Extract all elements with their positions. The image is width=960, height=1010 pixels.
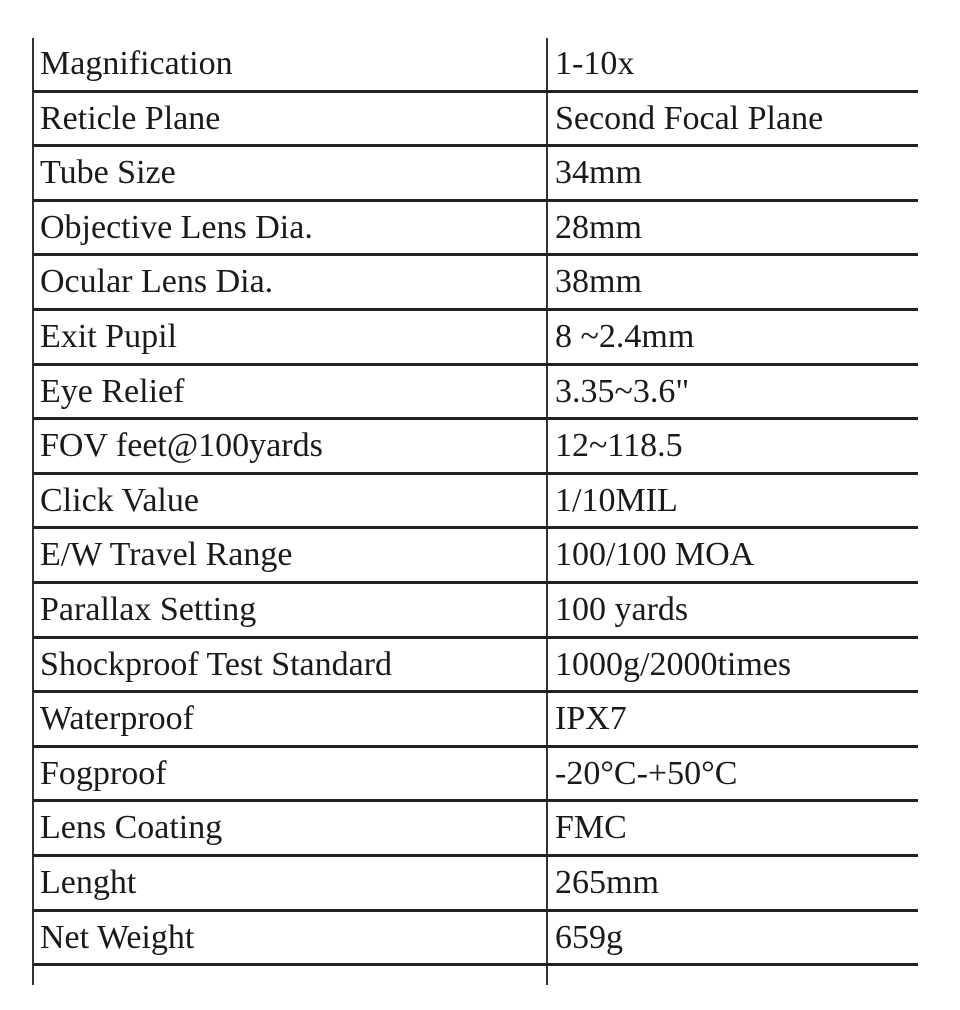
column-divider	[546, 38, 548, 985]
table-row: Click Value 1/10MIL	[33, 475, 918, 530]
spec-name: Ocular Lens Dia.	[40, 263, 274, 301]
table-row: Waterproof IPX7	[33, 693, 918, 748]
spec-value: 1/10MIL	[555, 481, 678, 519]
table-row: Ocular Lens Dia. 38mm	[33, 256, 918, 311]
spec-name: Parallax Setting	[40, 591, 257, 628]
spec-value: 100 yards	[555, 591, 689, 628]
spec-name: Fogproof	[40, 754, 167, 792]
spec-value: 100/100 MOA	[555, 536, 755, 574]
table-row: Net Weight 659g	[33, 912, 918, 967]
table-row: Exit Pupil 8 ~2.4mm	[33, 311, 918, 366]
spec-value: Second Focal Plane	[555, 99, 824, 137]
spec-name: Lenght	[40, 864, 137, 901]
table-row: E/W Travel Range 100/100 MOA	[33, 529, 918, 584]
spec-name: Objective Lens Dia.	[40, 208, 313, 246]
table-row: Reticle Plane Second Focal Plane	[33, 93, 918, 148]
spec-name: Tube Size	[40, 154, 176, 192]
spec-value: 34mm	[555, 154, 642, 192]
spec-value: 12~118.5	[555, 427, 683, 465]
spec-name: Reticle Plane	[40, 99, 221, 137]
table-border	[32, 38, 34, 985]
spec-value: 38mm	[555, 263, 642, 301]
spec-value: 659g	[555, 918, 623, 956]
spec-name: Shockproof Test Standard	[40, 645, 393, 683]
table-row: Fogproof -20°C-+50°C	[33, 748, 918, 803]
spec-name: Exit Pupil	[40, 318, 177, 355]
spec-name: Waterproof	[40, 700, 194, 738]
table-row: Magnification 1-10x	[33, 38, 918, 93]
spec-name: Magnification	[40, 45, 233, 82]
spec-name: Net Weight	[40, 918, 195, 956]
spec-value: 265mm	[555, 864, 659, 901]
table-row: Shockproof Test Standard 1000g/2000times	[33, 639, 918, 694]
table-row: Tube Size 34mm	[33, 147, 918, 202]
spec-value: 1-10x	[555, 45, 635, 82]
spec-value: 8 ~2.4mm	[555, 318, 695, 355]
spec-value: 28mm	[555, 208, 642, 246]
spec-name: Lens Coating	[40, 809, 223, 847]
spec-value: 3.35~3.6"	[555, 372, 690, 410]
spec-name: Eye Relief	[40, 372, 185, 410]
spec-value: FMC	[555, 809, 627, 847]
spec-name: FOV feet@100yards	[40, 427, 323, 465]
spec-name: Click Value	[40, 481, 199, 519]
table-row: FOV feet@100yards 12~118.5	[33, 420, 918, 475]
table-row: Parallax Setting 100 yards	[33, 584, 918, 639]
spec-value: -20°C-+50°C	[555, 754, 738, 792]
spec-value: 1000g/2000times	[555, 645, 792, 683]
spec-name: E/W Travel Range	[40, 536, 293, 574]
table-row: Eye Relief 3.35~3.6"	[33, 366, 918, 421]
table-row: Lens Coating FMC	[33, 802, 918, 857]
table-row: Lenght 265mm	[33, 857, 918, 912]
table-row: Objective Lens Dia. 28mm	[33, 202, 918, 257]
spec-value: IPX7	[555, 700, 627, 738]
